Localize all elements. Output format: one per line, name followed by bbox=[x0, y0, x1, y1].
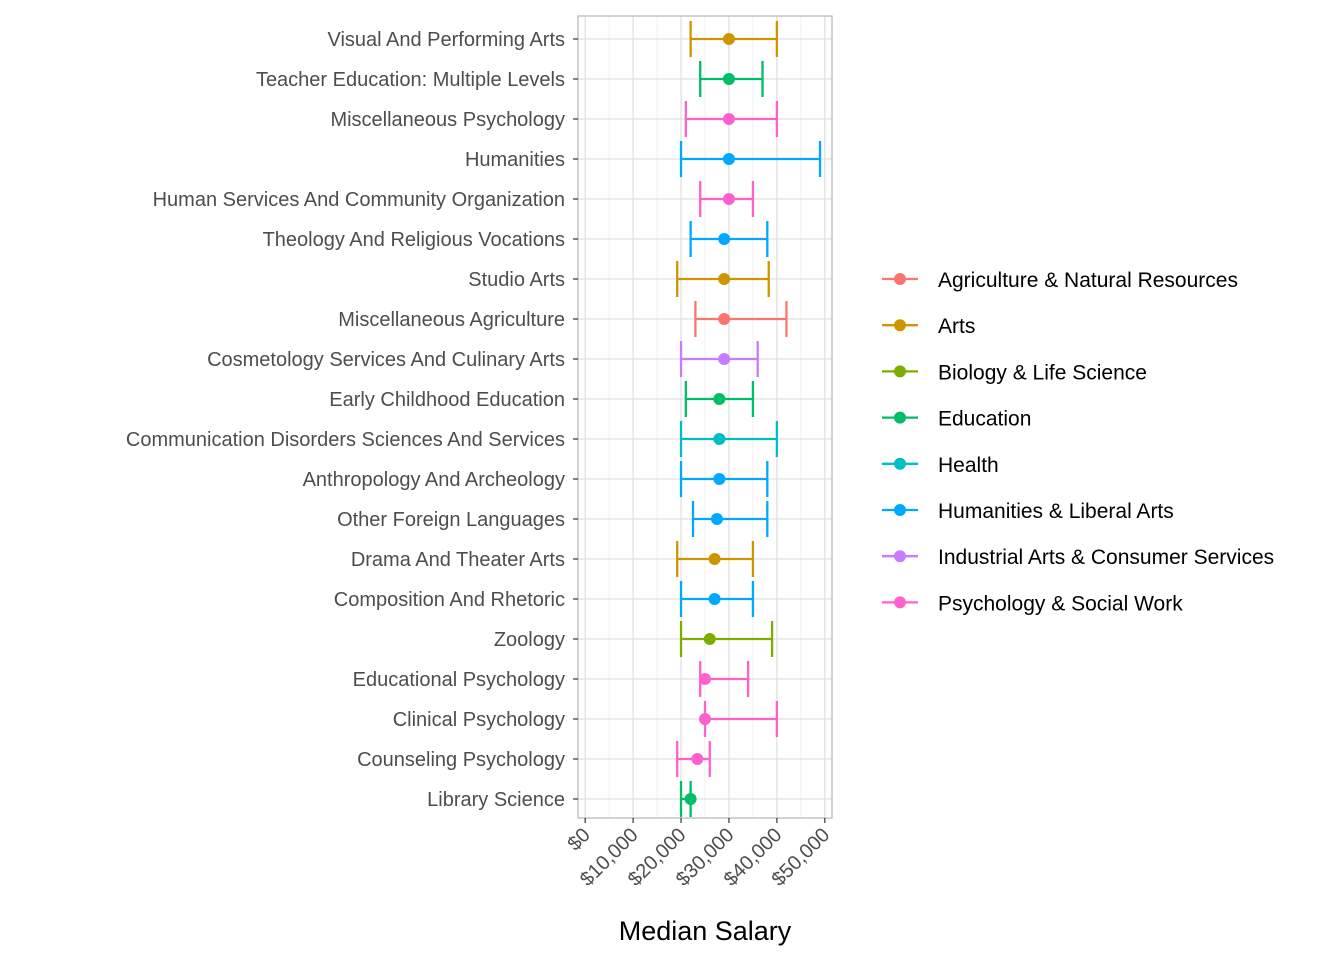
legend-item: Arts bbox=[882, 315, 975, 338]
legend-label: Psychology & Social Work bbox=[938, 592, 1183, 615]
errorbar-1 bbox=[699, 61, 764, 97]
median-point bbox=[718, 313, 731, 325]
errorbar-2 bbox=[684, 101, 779, 137]
y-tick-label: Zoology bbox=[494, 629, 565, 651]
legend-label: Industrial Arts & Consumer Services bbox=[938, 546, 1274, 569]
errorbar-18 bbox=[676, 741, 711, 777]
panel-border bbox=[577, 15, 833, 819]
y-tick-label: Human Services And Community Organizatio… bbox=[153, 189, 565, 211]
legend-item: Biology & Life Science bbox=[882, 361, 1147, 384]
median-point bbox=[718, 273, 731, 285]
errorbar-12 bbox=[691, 501, 769, 537]
median-point bbox=[710, 513, 723, 525]
legend-label: Biology & Life Science bbox=[938, 361, 1147, 384]
y-tick-label: Humanities bbox=[465, 149, 565, 171]
grid bbox=[578, 16, 832, 818]
median-point bbox=[722, 73, 735, 85]
y-tick-label: Drama And Theater Arts bbox=[351, 549, 565, 571]
errorbar-8 bbox=[679, 341, 759, 377]
errorbar-19 bbox=[679, 781, 697, 817]
errorbar-16 bbox=[699, 661, 750, 697]
y-tick-label: Miscellaneous Agriculture bbox=[338, 309, 565, 331]
legend-key-point bbox=[894, 411, 906, 424]
median-point bbox=[703, 633, 716, 645]
legend-item: Humanities & Liberal Arts bbox=[882, 500, 1174, 523]
median-point bbox=[699, 713, 711, 725]
x-axis-ticks: $0$10,000$20,000$30,000$40,000$50,000 bbox=[563, 818, 834, 891]
y-tick-label: Counseling Psychology bbox=[357, 749, 565, 771]
median-point bbox=[699, 673, 711, 685]
legend-key-point bbox=[894, 273, 906, 285]
errorbar-4 bbox=[699, 181, 755, 217]
y-tick-label: Composition And Rhetoric bbox=[334, 589, 565, 611]
errorbar-6 bbox=[676, 261, 770, 297]
x-tick-label: $0 bbox=[563, 824, 594, 855]
legend-item: Psychology & Social Work bbox=[882, 592, 1183, 615]
median-point bbox=[722, 33, 735, 45]
y-tick-label: Clinical Psychology bbox=[393, 709, 565, 731]
y-tick-label: Cosmetology Services And Culinary Arts bbox=[207, 349, 565, 371]
y-tick-label: Educational Psychology bbox=[353, 669, 565, 691]
median-point bbox=[708, 553, 721, 565]
median-point bbox=[684, 793, 697, 805]
y-tick-label: Library Science bbox=[427, 789, 565, 811]
legend-key-point bbox=[894, 596, 906, 609]
legend-key-point bbox=[894, 550, 906, 563]
legend-label: Health bbox=[938, 454, 999, 477]
legend: Agriculture & Natural Resources Arts Biolo… bbox=[882, 269, 1274, 615]
y-tick-label: Teacher Education: Multiple Levels bbox=[256, 69, 565, 91]
errorbar-9 bbox=[684, 381, 755, 417]
errorbar-15 bbox=[679, 621, 774, 657]
x-axis-title: Median Salary bbox=[619, 916, 792, 946]
legend-label: Agriculture & Natural Resources bbox=[938, 269, 1238, 292]
y-tick-label: Miscellaneous Psychology bbox=[330, 109, 565, 131]
legend-key-point bbox=[894, 319, 906, 332]
median-point bbox=[722, 153, 735, 165]
legend-item: Health bbox=[882, 454, 999, 477]
median-point bbox=[718, 353, 731, 365]
legend-key-point bbox=[894, 365, 906, 378]
y-tick-label: Visual And Performing Arts bbox=[327, 29, 565, 51]
legend-key-point bbox=[894, 504, 906, 516]
legend-item: Agriculture & Natural Resources bbox=[882, 269, 1238, 292]
legend-label: Education bbox=[938, 408, 1031, 431]
y-tick-label: Communication Disorders Sciences And Ser… bbox=[126, 429, 565, 451]
median-point bbox=[713, 473, 726, 485]
y-tick-label: Theology And Religious Vocations bbox=[263, 229, 565, 251]
legend-item: Industrial Arts & Consumer Services bbox=[882, 546, 1274, 569]
legend-label: Arts bbox=[938, 315, 975, 338]
legend-item: Education bbox=[882, 408, 1031, 431]
y-tick-label: Early Childhood Education bbox=[329, 389, 565, 411]
median-point bbox=[708, 593, 721, 605]
errorbar-10 bbox=[679, 421, 779, 457]
y-tick-label: Studio Arts bbox=[468, 269, 565, 291]
errorbar-3 bbox=[679, 141, 822, 177]
legend-label: Humanities & Liberal Arts bbox=[938, 500, 1174, 523]
median-point bbox=[713, 393, 726, 405]
errorbar-5 bbox=[689, 221, 769, 257]
median-point bbox=[722, 113, 735, 125]
errorbar-14 bbox=[679, 581, 755, 617]
y-axis-ticks: Visual And Performing Arts Teacher Educat… bbox=[126, 29, 578, 811]
legend-key-point bbox=[894, 457, 906, 470]
error-bars bbox=[676, 21, 822, 817]
median-point bbox=[722, 193, 735, 205]
errorbar-7 bbox=[694, 301, 788, 337]
y-tick-label: Other Foreign Languages bbox=[337, 509, 565, 531]
median-point bbox=[718, 233, 731, 245]
median-point bbox=[691, 753, 704, 765]
errorbar-17 bbox=[699, 701, 779, 737]
errorbar-0 bbox=[689, 21, 779, 57]
errorbar-11 bbox=[679, 461, 769, 497]
median-point bbox=[713, 433, 726, 445]
y-tick-label: Anthropology And Archeology bbox=[303, 469, 565, 491]
errorbar-13 bbox=[676, 541, 755, 577]
